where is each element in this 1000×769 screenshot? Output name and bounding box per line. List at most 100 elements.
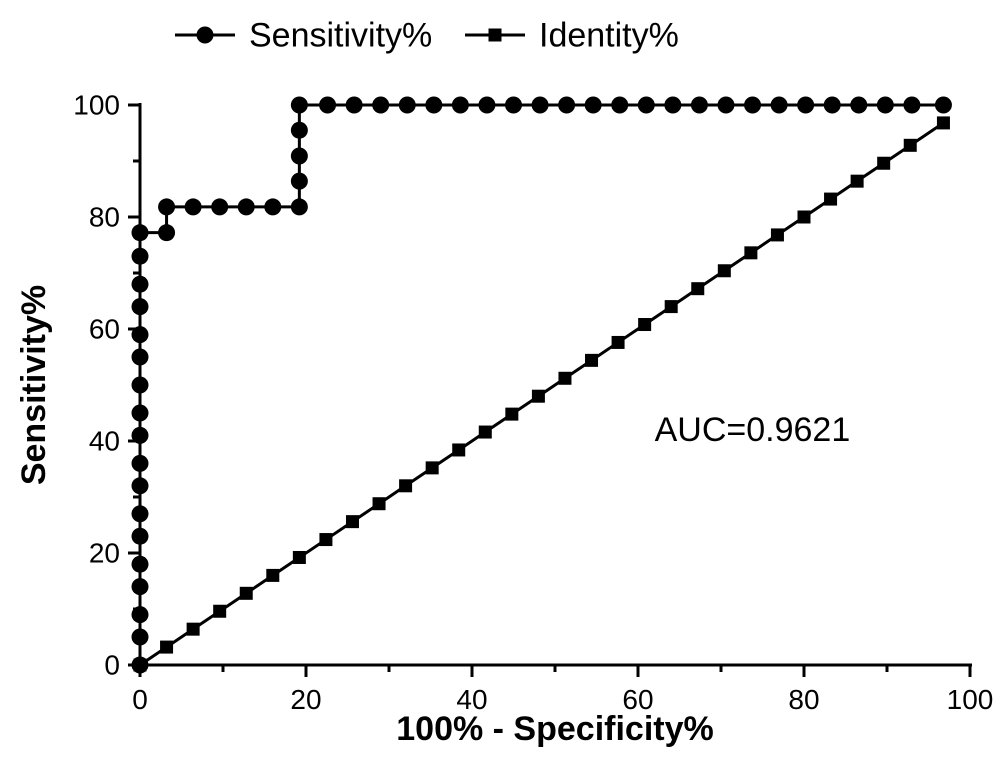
- circle-marker: [132, 326, 149, 343]
- square-marker: [266, 569, 279, 582]
- circle-marker: [797, 97, 814, 114]
- y-tick-label: 60: [89, 313, 120, 344]
- square-marker: [771, 228, 784, 241]
- y-tick-label: 0: [104, 649, 120, 680]
- square-marker: [346, 515, 359, 528]
- circle-marker: [532, 97, 549, 114]
- square-marker: [612, 336, 625, 349]
- square-marker: [319, 533, 332, 546]
- circle-marker: [850, 97, 867, 114]
- square-marker: [240, 587, 253, 600]
- circle-marker: [264, 198, 281, 215]
- square-marker: [213, 605, 226, 618]
- y-tick-label: 80: [89, 201, 120, 232]
- circle-marker: [132, 578, 149, 595]
- square-marker: [426, 461, 439, 474]
- auc-annotation: AUC=0.9621: [655, 411, 851, 449]
- x-tick-label: 80: [788, 684, 819, 715]
- square-marker: [373, 497, 386, 510]
- circle-marker: [185, 198, 202, 215]
- circle-marker: [132, 224, 149, 241]
- roc-chart: 020406080100100% - Specificity%020406080…: [0, 0, 1000, 769]
- circle-marker: [291, 97, 308, 114]
- x-tick-label: 0: [132, 684, 148, 715]
- circle-marker: [238, 198, 255, 215]
- circle-marker: [132, 477, 149, 494]
- circle-marker: [211, 198, 228, 215]
- square-marker: [452, 443, 465, 456]
- circle-marker: [935, 97, 952, 114]
- circle-marker: [717, 97, 734, 114]
- square-marker: [665, 300, 678, 313]
- square-marker: [558, 372, 571, 385]
- square-marker: [638, 318, 651, 331]
- square-marker: [399, 479, 412, 492]
- circle-marker: [132, 298, 149, 315]
- square-marker: [160, 641, 173, 654]
- circle-marker: [478, 97, 495, 114]
- y-tick-label: 40: [89, 425, 120, 456]
- circle-marker: [132, 606, 149, 623]
- circle-marker: [291, 122, 308, 139]
- square-marker: [824, 193, 837, 206]
- circle-marker: [877, 97, 894, 114]
- x-tick-label: 100: [947, 684, 994, 715]
- circle-marker: [346, 97, 363, 114]
- circle-marker: [903, 97, 920, 114]
- square-marker: [505, 408, 518, 421]
- square-marker: [851, 175, 864, 188]
- circle-marker: [611, 97, 628, 114]
- circle-marker: [744, 97, 761, 114]
- circle-marker: [158, 198, 175, 215]
- circle-marker: [585, 97, 602, 114]
- square-marker: [532, 390, 545, 403]
- square-marker: [744, 246, 757, 259]
- square-marker: [798, 211, 811, 224]
- square-marker: [479, 426, 492, 439]
- chart-svg: 020406080100100% - Specificity%020406080…: [0, 0, 1000, 769]
- circle-marker: [291, 147, 308, 164]
- square-marker: [937, 116, 950, 129]
- circle-marker: [132, 455, 149, 472]
- circle-marker: [158, 224, 175, 241]
- circle-marker: [132, 556, 149, 573]
- y-tick-label: 100: [73, 89, 120, 120]
- x-axis-title: 100% - Specificity%: [396, 710, 713, 748]
- circle-marker: [132, 276, 149, 293]
- circle-marker: [452, 97, 469, 114]
- legend-circle-icon: [197, 27, 214, 44]
- square-marker: [293, 551, 306, 564]
- square-marker: [134, 659, 147, 672]
- circle-marker: [132, 248, 149, 265]
- circle-marker: [558, 97, 575, 114]
- square-marker: [904, 139, 917, 152]
- legend-square-icon: [489, 29, 502, 42]
- circle-marker: [132, 528, 149, 545]
- legend-label: Sensitivity%: [249, 16, 432, 54]
- square-marker: [718, 264, 731, 277]
- circle-marker: [691, 97, 708, 114]
- circle-marker: [824, 97, 841, 114]
- square-marker: [877, 157, 890, 170]
- legend-label: Identity%: [539, 16, 679, 54]
- x-tick-label: 20: [290, 684, 321, 715]
- circle-marker: [372, 97, 389, 114]
- circle-marker: [132, 377, 149, 394]
- circle-marker: [319, 97, 336, 114]
- circle-marker: [399, 97, 416, 114]
- y-axis-title: Sensitivity%: [15, 285, 53, 485]
- circle-marker: [132, 349, 149, 366]
- circle-marker: [132, 405, 149, 422]
- circle-marker: [664, 97, 681, 114]
- circle-marker: [291, 198, 308, 215]
- circle-marker: [425, 97, 442, 114]
- square-marker: [585, 354, 598, 367]
- circle-marker: [771, 97, 788, 114]
- circle-marker: [291, 173, 308, 190]
- square-marker: [691, 282, 704, 295]
- circle-marker: [638, 97, 655, 114]
- circle-marker: [505, 97, 522, 114]
- circle-marker: [132, 427, 149, 444]
- square-marker: [187, 623, 200, 636]
- circle-marker: [132, 629, 149, 646]
